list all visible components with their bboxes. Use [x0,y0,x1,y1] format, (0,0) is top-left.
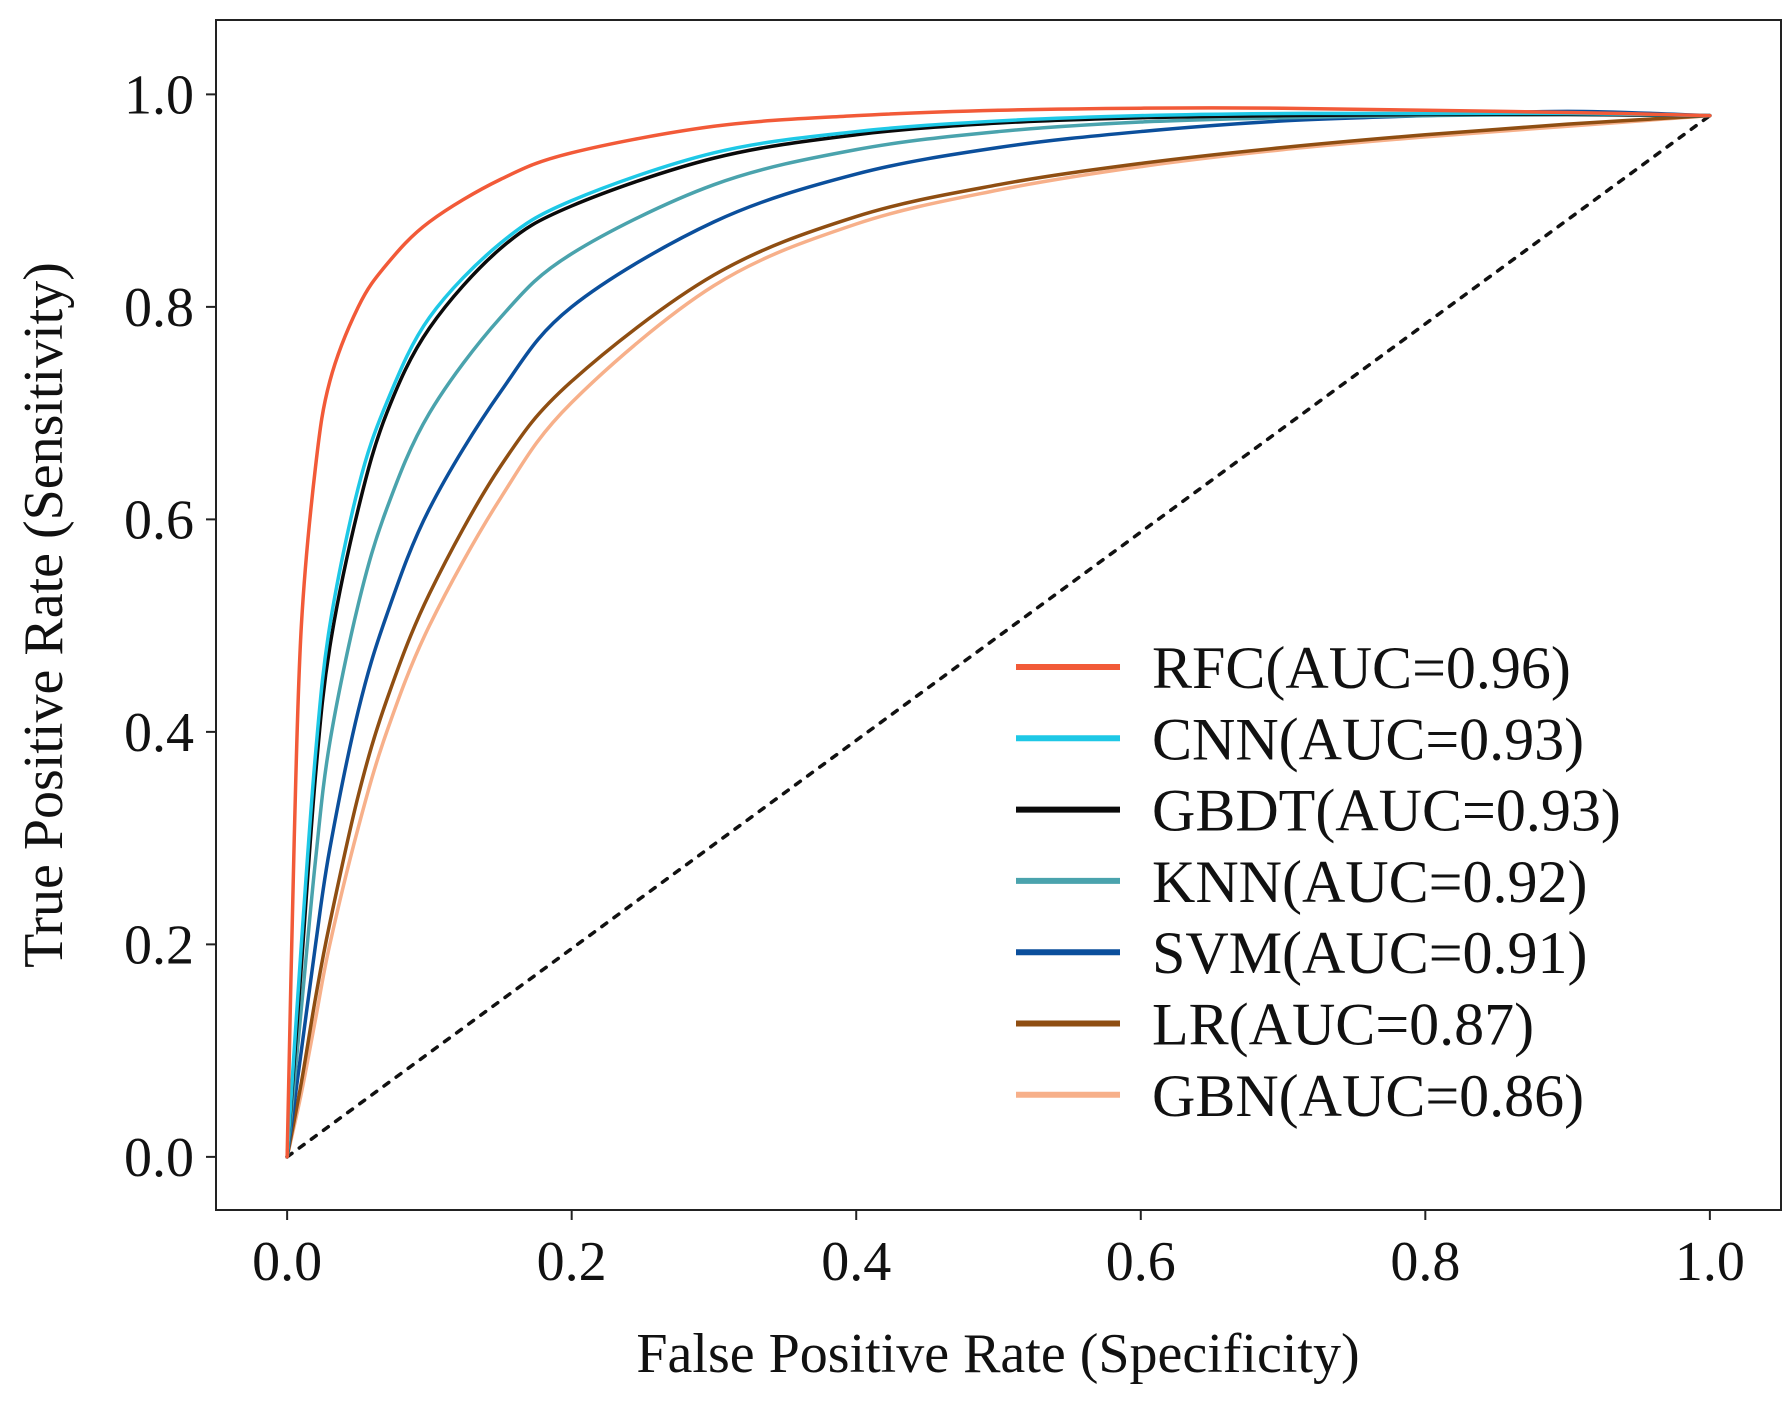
legend-label-gbn: GBN(AUC=0.86) [1152,1063,1584,1129]
legend-label-gbdt: GBDT(AUC=0.93) [1152,778,1621,844]
legend: RFC(AUC=0.96)CNN(AUC=0.93)GBDT(AUC=0.93)… [1016,635,1621,1129]
plot-frame [215,19,1782,1211]
y-tick-label: 0.2 [124,914,194,976]
roc-curve-rfc [285,106,1712,1159]
x-tick-label: 0.6 [1106,1231,1176,1293]
x-tick-label: 0.0 [252,1231,322,1293]
x-tick-label: 0.4 [821,1231,891,1293]
y-tick-label: 0.8 [124,277,194,339]
y-axis-title: True Positive Rate (Sensitivity) [13,262,75,968]
axis-ticks: 0.0 0.2 0.4 0.6 0.8 1.0 0.0 0.2 0.4 0.6 0.8 1.0 [124,64,1745,1293]
legend-label-cnn: CNN(AUC=0.93) [1152,706,1584,772]
legend-label-rfc: RFC(AUC=0.96) [1152,635,1571,701]
roc-curve-gbdt [285,112,1712,1159]
reference-diagonal-line [285,113,1712,1159]
x-tick-label: 1.0 [1675,1231,1745,1293]
legend-label-lr: LR(AUC=0.87) [1152,992,1534,1058]
x-tick-label: 0.2 [537,1231,607,1293]
y-tick-label: 1.0 [124,64,194,126]
y-tick-label: 0.4 [124,702,194,764]
roc-curve-gbn [285,113,1712,1159]
legend-label-svm: SVM(AUC=0.91) [1152,920,1588,986]
legend-label-knn: KNN(AUC=0.92) [1152,849,1587,915]
x-axis-title: False Positive Rate (Specificity) [636,1323,1359,1385]
x-tick-label: 0.8 [1390,1231,1460,1293]
roc-curves [285,106,1712,1159]
y-tick-label: 0.6 [124,489,194,551]
roc-curve-cnn [285,111,1712,1159]
roc-curve-lr [285,113,1712,1159]
y-tick-label: 0.0 [124,1127,194,1189]
